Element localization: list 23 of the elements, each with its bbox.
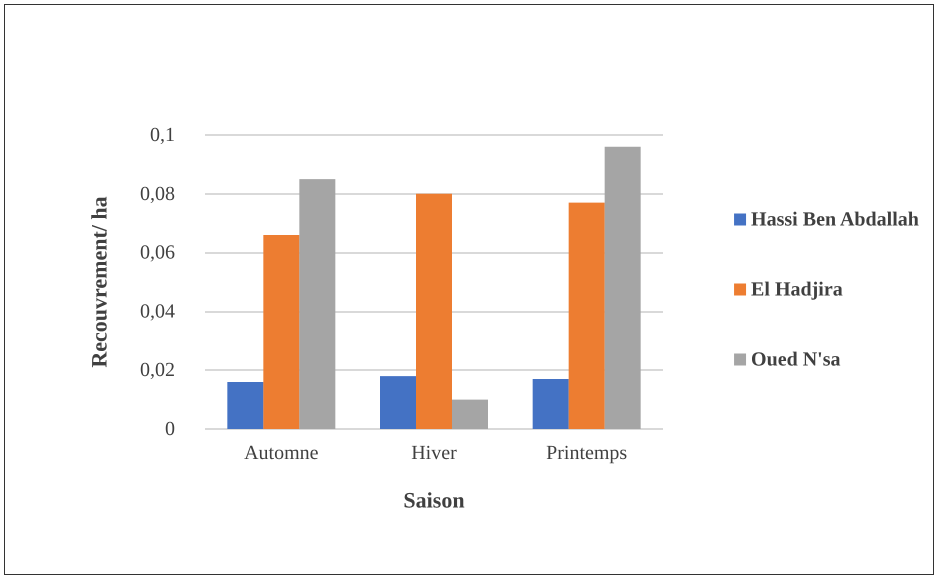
x-tick-label: Printemps xyxy=(546,442,628,464)
bar xyxy=(227,382,264,429)
bar xyxy=(604,146,641,429)
legend-label: Oued N'sa xyxy=(751,348,841,370)
y-tick-label: 0,1 xyxy=(150,124,175,146)
x-axis-title: Saison xyxy=(403,488,465,512)
x-tick-label: Hiver xyxy=(411,442,458,464)
x-tick-label: Automne xyxy=(244,442,319,464)
y-tick-label: 0 xyxy=(165,418,175,440)
bar xyxy=(416,194,452,429)
bar xyxy=(299,179,336,429)
y-axis-title: Recouvrement/ ha xyxy=(86,196,112,368)
y-tick-label: 0,08 xyxy=(140,182,175,205)
bar xyxy=(380,376,416,429)
bar xyxy=(263,234,300,429)
bar xyxy=(568,202,605,429)
bar xyxy=(532,379,569,429)
y-tick-label: 0,02 xyxy=(140,359,175,382)
y-tick-label: 0,06 xyxy=(140,242,175,264)
bar xyxy=(452,400,488,429)
legend-label: El Hadjira xyxy=(751,278,843,300)
legend-label: Hassi Ben Abdallah xyxy=(751,208,919,230)
y-tick-label: 0,04 xyxy=(140,300,175,322)
